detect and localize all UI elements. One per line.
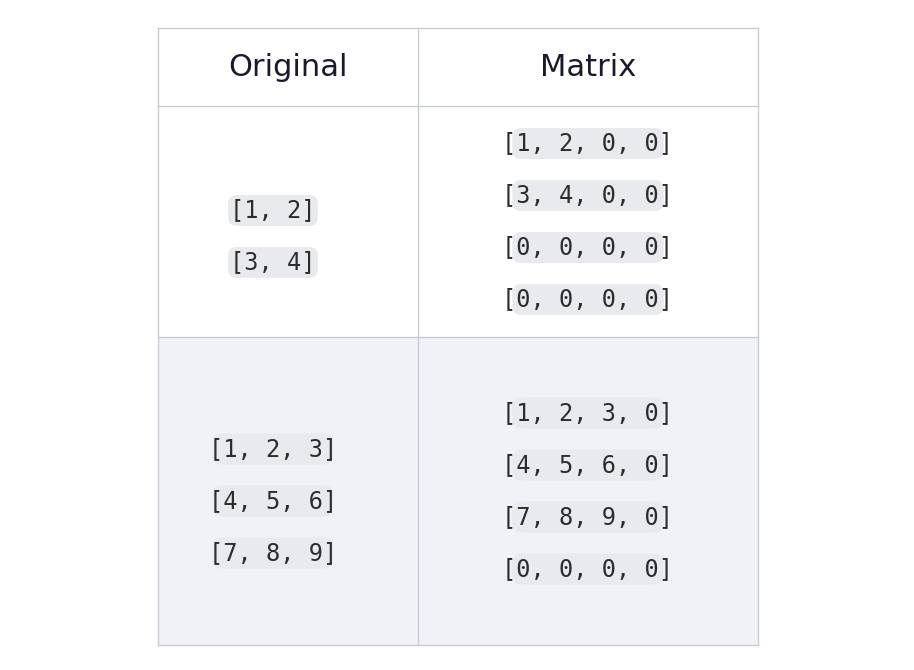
- Text: [0, 0, 0, 0]: [0, 0, 0, 0]: [503, 235, 674, 259]
- Text: [3, 4, 0, 0]: [3, 4, 0, 0]: [503, 184, 674, 208]
- Text: [3, 4]: [3, 4]: [230, 251, 315, 275]
- FancyBboxPatch shape: [512, 553, 664, 584]
- Text: [0, 0, 0, 0]: [0, 0, 0, 0]: [503, 557, 674, 581]
- Text: [1, 2, 3, 0]: [1, 2, 3, 0]: [503, 401, 674, 425]
- Text: [4, 5, 6, 0]: [4, 5, 6, 0]: [503, 453, 674, 477]
- Bar: [158, 28, 758, 106]
- Text: [1, 2]: [1, 2]: [230, 198, 315, 222]
- FancyBboxPatch shape: [512, 397, 664, 429]
- FancyBboxPatch shape: [512, 128, 664, 159]
- FancyBboxPatch shape: [228, 247, 318, 278]
- Text: [7, 8, 9, 0]: [7, 8, 9, 0]: [503, 505, 674, 529]
- FancyBboxPatch shape: [512, 450, 664, 480]
- Text: Original: Original: [228, 52, 347, 82]
- FancyBboxPatch shape: [512, 502, 664, 533]
- FancyBboxPatch shape: [512, 232, 664, 263]
- FancyBboxPatch shape: [213, 433, 334, 464]
- FancyBboxPatch shape: [213, 486, 334, 517]
- Text: [4, 5, 6]: [4, 5, 6]: [209, 489, 337, 513]
- Text: Matrix: Matrix: [540, 52, 636, 82]
- Text: [7, 8, 9]: [7, 8, 9]: [209, 541, 337, 565]
- Bar: [158, 106, 758, 337]
- FancyBboxPatch shape: [512, 284, 664, 315]
- FancyBboxPatch shape: [213, 537, 334, 569]
- FancyBboxPatch shape: [512, 180, 664, 211]
- Text: [0, 0, 0, 0]: [0, 0, 0, 0]: [503, 287, 674, 312]
- Text: [1, 2, 3]: [1, 2, 3]: [209, 437, 337, 461]
- Text: [1, 2, 0, 0]: [1, 2, 0, 0]: [503, 131, 674, 155]
- FancyBboxPatch shape: [228, 195, 318, 226]
- Bar: [158, 337, 758, 645]
